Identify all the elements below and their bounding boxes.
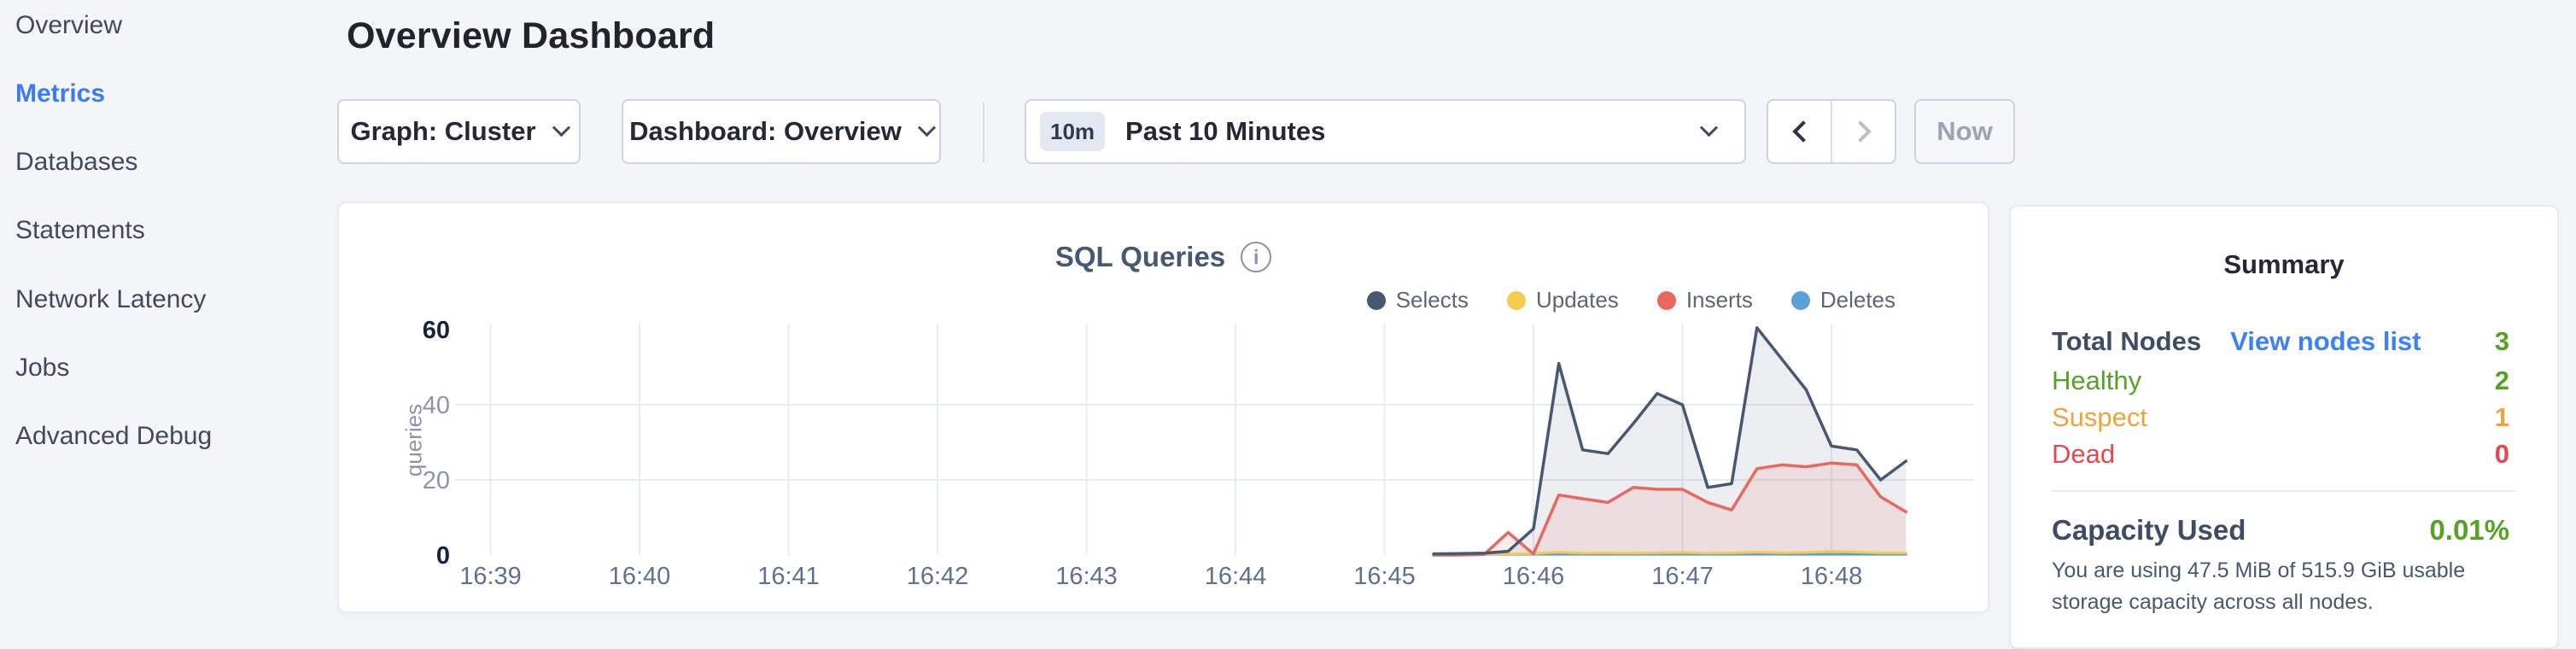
page-title: Overview Dashboard: [347, 15, 716, 56]
healthy-value: 2: [2494, 365, 2509, 395]
summary-panel: Summary Total Nodes View nodes list 3 He…: [2009, 205, 2559, 649]
time-range-label: Past 10 Minutes: [1125, 116, 1326, 146]
x-tick-label: 16:47: [1651, 563, 1714, 590]
toolbar-divider: [983, 102, 984, 162]
sidebar-item-statements[interactable]: Statements: [15, 216, 145, 244]
suspect-value: 1: [2494, 402, 2509, 432]
x-tick-label: 16:46: [1503, 563, 1565, 590]
summary-row-suspect: Suspect 1: [2052, 401, 2509, 435]
y-tick-label: 40: [423, 392, 450, 419]
x-tick-label: 16:44: [1205, 563, 1267, 590]
summary-row-healthy: Healthy 2: [2052, 364, 2509, 398]
legend-dot-icon: [1656, 290, 1676, 310]
chart-legend: Selects Updates Inserts Deletes: [1366, 287, 1895, 313]
timeframe-arrows: [1767, 99, 1896, 164]
x-tick-label: 16:41: [757, 563, 820, 590]
view-nodes-list-link[interactable]: View nodes list: [2230, 326, 2421, 356]
x-tick-label: 16:39: [459, 563, 522, 590]
x-tick-label: 16:42: [907, 563, 969, 590]
series-fill-selects: [1434, 327, 1907, 555]
chevron-right-icon: [1849, 120, 1872, 143]
series-fill-inserts: [1434, 463, 1907, 555]
sidebar-item-overview[interactable]: Overview: [15, 11, 123, 39]
y-tick-label: 20: [423, 467, 450, 494]
summary-divider: [2052, 490, 2516, 492]
legend-label: Selects: [1395, 287, 1469, 313]
next-timeframe-button[interactable]: [1831, 101, 1895, 162]
capacity-used-value: 0.01%: [2429, 514, 2509, 546]
now-button[interactable]: Now: [1914, 99, 2015, 164]
chart-title: SQL Queries: [1054, 241, 1226, 272]
dead-value: 0: [2494, 439, 2509, 469]
x-tick-label: 16:40: [609, 563, 671, 590]
dashboard-dropdown[interactable]: Dashboard: Overview: [622, 99, 941, 164]
info-icon[interactable]: i: [1241, 242, 1272, 272]
healthy-label: Healthy: [2052, 365, 2142, 395]
time-range-picker[interactable]: 10m Past 10 Minutes: [1025, 99, 1746, 164]
capacity-used-label: Capacity Used: [2052, 514, 2246, 546]
legend-label: Deletes: [1820, 287, 1895, 313]
dashboard-dropdown-label: Dashboard: Overview: [629, 116, 902, 146]
y-axis-label: queries: [400, 403, 427, 477]
sql-queries-plot[interactable]: 16:39 16:40 16:41 16:42 16:43 16:44 16:45 16:46…: [339, 203, 1991, 615]
summary-title: Summary: [2223, 249, 2345, 279]
time-range-badge: 10m: [1040, 112, 1106, 151]
legend-label: Updates: [1535, 287, 1619, 313]
sidebar-item-databases[interactable]: Databases: [15, 148, 138, 176]
sidebar-item-advanced-debug[interactable]: Advanced Debug: [15, 422, 213, 450]
series-line-selects: [1432, 326, 1907, 556]
legend-item-selects[interactable]: Selects: [1366, 287, 1469, 313]
series-line-inserts: [1432, 461, 1907, 557]
capacity-description: You are using 47.5 MiB of 515.9 GiB usab…: [2052, 558, 2466, 614]
legend-dot-icon: [1366, 290, 1386, 310]
chevron-down-icon: [552, 118, 570, 137]
total-nodes-label: Total Nodes: [2052, 326, 2202, 356]
sql-queries-chart-card: SQL Queries i Selects Updates Inserts Delet…: [337, 202, 1989, 613]
dead-label: Dead: [2052, 439, 2116, 469]
chevron-down-icon: [1699, 118, 1719, 137]
legend-item-inserts[interactable]: Inserts: [1656, 287, 1753, 313]
y-tick-label: 60: [423, 317, 450, 344]
x-tick-label: 16:48: [1801, 563, 1863, 590]
summary-row-dead: Dead 0: [2052, 437, 2509, 471]
chevron-left-icon: [1791, 120, 1814, 143]
prev-timeframe-button[interactable]: [1768, 101, 1831, 162]
series-line-updates: [1432, 550, 1907, 556]
legend-label: Inserts: [1685, 287, 1753, 313]
legend-item-deletes[interactable]: Deletes: [1790, 287, 1895, 313]
sidebar-item-network-latency[interactable]: Network Latency: [15, 285, 207, 313]
legend-dot-icon: [1790, 290, 1810, 310]
legend-item-updates[interactable]: Updates: [1506, 287, 1619, 313]
y-tick-label: 0: [436, 542, 450, 570]
summary-row-capacity: Capacity Used 0.01%: [2052, 512, 2509, 548]
total-nodes-value: 3: [2494, 326, 2509, 356]
sidebar-item-metrics[interactable]: Metrics: [15, 79, 106, 108]
graph-scope-dropdown[interactable]: Graph: Cluster: [337, 99, 581, 164]
graph-scope-dropdown-label: Graph: Cluster: [350, 116, 536, 146]
x-tick-label: 16:45: [1353, 563, 1416, 590]
suspect-label: Suspect: [2052, 402, 2148, 432]
sidebar-item-jobs[interactable]: Jobs: [15, 354, 70, 382]
summary-row-total-nodes: Total Nodes View nodes list 3: [2052, 324, 2509, 359]
legend-dot-icon: [1506, 290, 1526, 310]
sidebar: Overview Metrics Databases Statements Ne…: [0, 0, 335, 623]
chevron-down-icon: [917, 118, 936, 137]
x-tick-label: 16:43: [1055, 563, 1118, 590]
